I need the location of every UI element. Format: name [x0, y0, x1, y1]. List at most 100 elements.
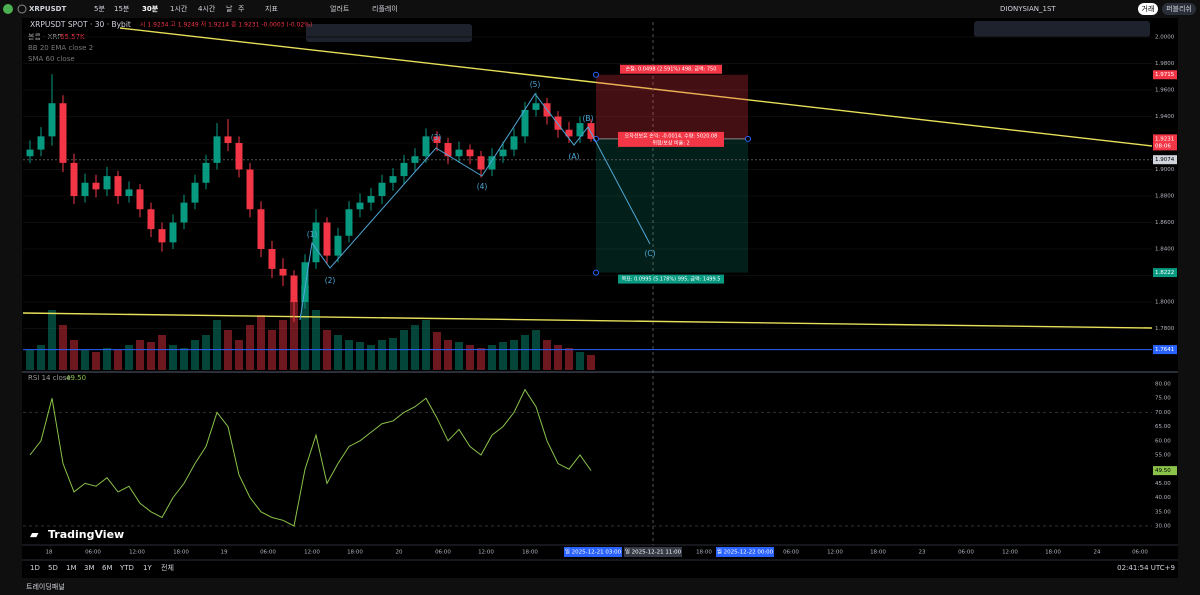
rsi-tick-label: 45.00 — [1155, 481, 1171, 487]
candle-body — [180, 202, 188, 223]
handle[interactable] — [745, 135, 751, 142]
price-tag-label: 1.9715 — [1155, 72, 1175, 78]
interval-button[interactable]: 4시간 — [198, 4, 216, 13]
volume-bar — [334, 335, 342, 370]
time-label: 12:00 — [478, 550, 494, 556]
interval-button[interactable]: 1시간 — [170, 4, 188, 13]
rsi-line — [29, 388, 592, 527]
volume-bar — [301, 285, 309, 370]
candle-body — [400, 162, 408, 177]
range-button[interactable]: 1M — [66, 564, 77, 572]
price-tag-label: 1.9074 — [1155, 157, 1175, 163]
range-button[interactable]: 1D — [30, 564, 40, 572]
time-label: 18:00 — [870, 550, 886, 556]
price-tag-note: 08:06 — [1155, 143, 1171, 149]
range-button[interactable]: 3M — [84, 564, 95, 572]
candle-body — [235, 142, 243, 170]
candle-body — [125, 189, 133, 196]
time-label: 24 — [1094, 550, 1101, 556]
rsi-tick-label: 30.00 — [1155, 523, 1171, 529]
rsi-tag-label: 49.50 — [1155, 468, 1171, 474]
candle-body — [224, 136, 232, 143]
candle-body — [37, 136, 45, 150]
interval-button[interactable]: 날 — [226, 4, 233, 13]
range-button[interactable]: YTD — [119, 564, 134, 572]
volume-bar — [246, 325, 254, 370]
trendline — [22, 312, 1153, 329]
candle-body — [81, 182, 89, 196]
account[interactable]: DIONYSIAN_1ST — [1000, 5, 1056, 13]
y-tick-label: 1.9400 — [1155, 114, 1175, 120]
volume-bar — [125, 345, 133, 370]
candle-body — [268, 249, 276, 269]
alert-button[interactable]: 얼러트 — [330, 4, 350, 13]
time-label: 19 — [221, 550, 228, 556]
time-label: 06:00 — [435, 550, 451, 556]
wave-label: (B) — [583, 114, 594, 123]
pnl-label-bg — [618, 131, 724, 147]
time-label: 12:00 — [304, 550, 320, 556]
publish-button-bg[interactable] — [1162, 3, 1196, 15]
candle-body — [565, 129, 573, 137]
volume-bar — [466, 345, 474, 370]
time-label: 12:00 — [1002, 550, 1018, 556]
candle-body — [455, 149, 463, 157]
range-button[interactable]: 전체 — [161, 563, 174, 572]
volume-bar — [444, 340, 452, 370]
trade-button[interactable]: 거래 — [1142, 4, 1155, 13]
range-button[interactable]: 6M — [102, 564, 113, 572]
avatar[interactable] — [3, 4, 13, 14]
time-label: 12:00 — [129, 550, 145, 556]
time-label: 23 — [919, 550, 926, 556]
volume-bar — [37, 345, 45, 370]
y-tick-label: 1.8400 — [1155, 247, 1175, 253]
y-tick-label: 1.9600 — [1155, 87, 1175, 93]
handle[interactable] — [593, 71, 599, 78]
candle-body — [367, 196, 375, 203]
trendline — [119, 27, 1153, 147]
candle-body — [59, 103, 67, 163]
volume-bar — [356, 342, 364, 370]
wave-label: (A) — [569, 152, 580, 161]
candle-body — [499, 149, 507, 157]
volume-bar — [26, 350, 34, 370]
interval-button[interactable]: 30분 — [142, 4, 159, 13]
candle-body — [356, 202, 364, 210]
time-label: 18:00 — [347, 550, 363, 556]
handle[interactable] — [593, 269, 599, 276]
volume-bar — [510, 340, 518, 370]
candle-body — [191, 182, 199, 203]
y-tick-label: 1.8000 — [1155, 300, 1175, 306]
range-button[interactable]: 5D — [48, 564, 58, 572]
time-label: 18 — [46, 550, 53, 556]
interval-button[interactable]: 5분 — [94, 5, 105, 13]
candle-body — [477, 156, 485, 170]
legend-ohlc: 시 1.9234 고 1.9249 저 1.9214 종 1.9231 -0.0… — [140, 21, 312, 29]
candle-body — [378, 182, 386, 196]
candle-body — [488, 156, 496, 170]
stop-label: 손절: 0.0498 (2.591%) 498, 금액: 750 — [626, 66, 717, 73]
clock: 02:41:54 UTC+9 — [1117, 564, 1175, 572]
publish-button[interactable]: 퍼블리쉬 — [1166, 4, 1192, 13]
trading-panel[interactable]: 트레이딩패널 — [26, 582, 65, 591]
symbol[interactable]: XRPUSDT — [29, 5, 66, 13]
y-tick-label: 1.8600 — [1155, 220, 1175, 226]
trade-button-bg[interactable] — [1138, 3, 1158, 15]
interval-button[interactable]: 주 — [238, 5, 245, 13]
candle-body — [147, 209, 155, 230]
indicators-button[interactable]: 지표 — [265, 4, 278, 13]
volume-bar — [191, 340, 199, 370]
interval-button[interactable]: 15분 — [114, 5, 130, 13]
volume-bar — [312, 310, 320, 370]
replay-button[interactable]: 리플레이 — [372, 4, 398, 13]
range-button[interactable]: 1Y — [143, 564, 152, 572]
volume-bar — [477, 348, 485, 370]
volume-bar — [202, 335, 210, 370]
volume-bar — [136, 340, 144, 370]
time-label: 18:00 — [696, 550, 712, 556]
candle-body — [323, 222, 331, 256]
rsi-legend: RSI 14 close — [28, 374, 71, 382]
candle-body — [279, 268, 287, 276]
ratio-label: 위험/보상 비율: 2 — [652, 139, 689, 146]
